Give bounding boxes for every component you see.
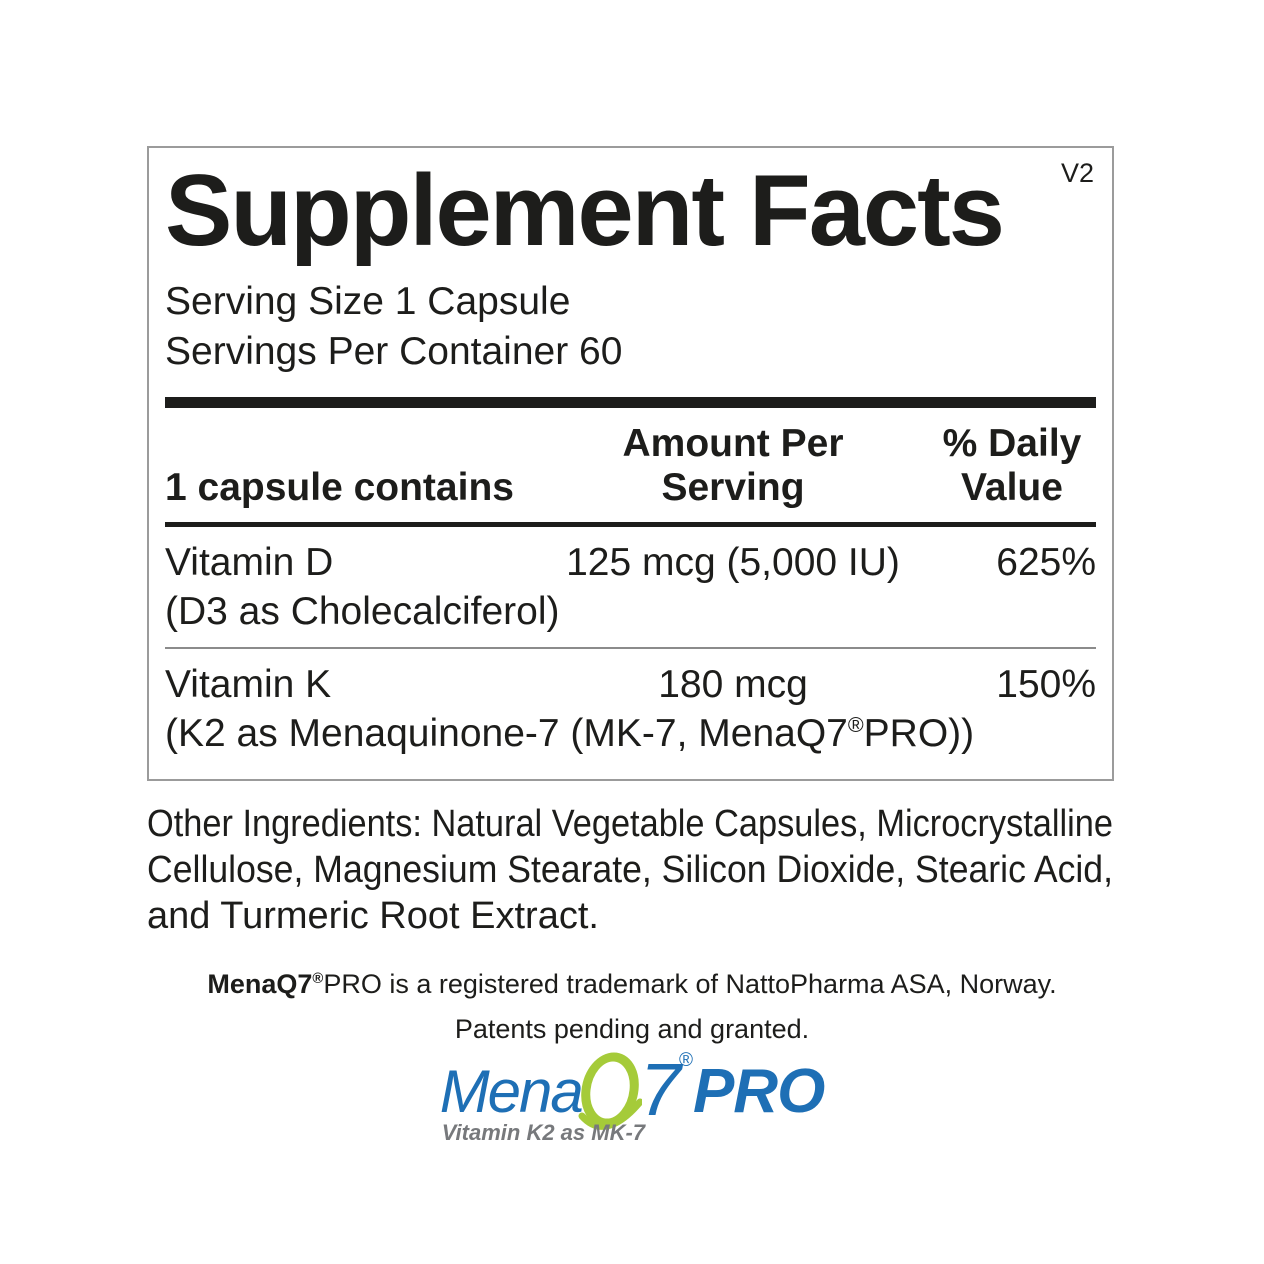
serving-divider-rule — [165, 397, 1096, 409]
column-header-dv-line2: Value — [961, 466, 1063, 510]
table-row-vitamin-d: Vitamin D 125 mcg (5,000 IU) 625% (D3 as… — [165, 527, 1096, 647]
serving-info: Serving Size 1 Capsule Servings Per Cont… — [165, 277, 1096, 377]
nutrient-name: Vitamin D — [165, 541, 334, 585]
nutrient-detail-text: (K2 as Menaquinone-7 (MK-7, MenaQ7 — [165, 712, 848, 756]
trademark-brand: MenaQ7® — [207, 969, 323, 999]
panel-title: Supplement Facts — [165, 155, 1005, 267]
trademark-brand-text: MenaQ7 — [207, 969, 313, 999]
nutrient-amount: 180 mcg — [658, 663, 808, 707]
column-header-amount-line2: Serving — [661, 466, 805, 510]
nutrient-detail: (K2 as Menaquinone-7 (MK-7, MenaQ7®PRO)) — [165, 709, 1096, 759]
row-divider-rule — [165, 647, 1096, 650]
column-header-daily-value: % Daily Value — [928, 422, 1096, 510]
table-header-row: 1 capsule contains Amount Per Serving % … — [165, 422, 1096, 510]
servings-per-container: Servings Per Container 60 — [165, 330, 623, 374]
version-label: V2 — [1060, 158, 1094, 188]
other-ingredients-text: Other Ingredients: Natural Vegetable Cap… — [147, 803, 1113, 845]
column-header-contains: 1 capsule contains — [165, 466, 514, 510]
panel-title-row: Supplement Facts V2 — [165, 158, 1096, 263]
q-swoosh-icon — [578, 1052, 642, 1130]
logo-mena-text: Mena — [439, 1058, 584, 1125]
other-ingredients-line: and Turmeric Root Extract. — [147, 895, 599, 937]
supplement-facts-panel: Supplement Facts V2 Serving Size 1 Capsu… — [147, 146, 1114, 782]
nutrient-detail-text: PRO)) — [863, 712, 975, 756]
vitamin-d-main-line: Vitamin D 125 mcg (5,000 IU) 625% — [165, 539, 1096, 587]
logo-seven-text: 7 — [639, 1048, 681, 1131]
other-ingredients-line: Cellulose, Magnesium Stearate, Silicon D… — [147, 849, 1113, 891]
nutrient-name: Vitamin K — [165, 663, 332, 707]
other-ingredients-line: Other Ingredients: Natural Vegetable Cap… — [147, 803, 1113, 845]
registered-mark: ® — [847, 713, 864, 738]
nutrient-daily-value: 625% — [996, 541, 1096, 585]
menaq7-pro-logo-wrap: Mena 7 ® PRO Vitamin K2 as MK-7 — [0, 1048, 1264, 1146]
registered-mark: ® — [312, 971, 324, 987]
column-header-amount: Amount Per Serving — [538, 422, 928, 510]
column-header-amount-line1: Amount Per — [622, 422, 844, 466]
other-ingredients-text: and Turmeric Root Extract. — [147, 895, 599, 937]
column-header-dv-line1: % Daily — [942, 422, 1082, 466]
header-divider-rule — [165, 522, 1096, 528]
logo-pro-text: PRO — [692, 1057, 825, 1126]
trademark-line-1: MenaQ7®PRO is a registered trademark of … — [0, 962, 1264, 1007]
vitamin-k-main-line: Vitamin K 180 mcg 150% — [165, 661, 1096, 709]
nutrient-detail: (D3 as Cholecalciferol) — [165, 590, 560, 634]
other-ingredients-paragraph: Other Ingredients: Natural Vegetable Cap… — [147, 800, 1116, 938]
trademark-note: MenaQ7®PRO is a registered trademark of … — [0, 962, 1264, 1052]
nutrient-daily-value: 150% — [996, 663, 1096, 707]
serving-size: Serving Size 1 Capsule — [165, 280, 571, 324]
table-row-vitamin-k: Vitamin K 180 mcg 150% (K2 as Menaquinon… — [165, 649, 1096, 769]
trademark-line-2: Patents pending and granted. — [454, 1014, 810, 1044]
other-ingredients-text: Cellulose, Magnesium Stearate, Silicon D… — [147, 849, 1113, 891]
logo-caption: Vitamin K2 as MK-7 — [441, 1120, 646, 1145]
nutrient-amount: 125 mcg (5,000 IU) — [566, 541, 900, 585]
menaq7-pro-logo: Mena 7 ® PRO Vitamin K2 as MK-7 — [439, 1048, 826, 1146]
trademark-rest-text: PRO is a registered trademark of NattoPh… — [323, 969, 1057, 999]
logo-registered-mark: ® — [678, 1050, 693, 1071]
